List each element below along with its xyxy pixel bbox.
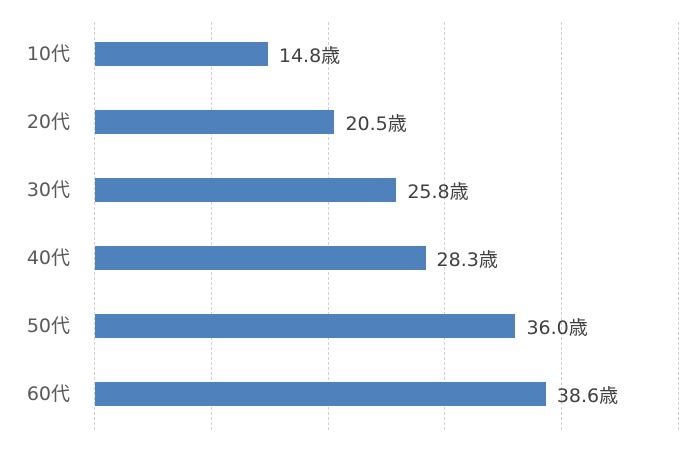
bar [95, 382, 546, 406]
plot-area: 14.8歳 20.5歳 25.8歳 28.3歳 36.0歳 38.6歳 [94, 22, 679, 430]
category-label: 30代 [26, 179, 70, 201]
data-label: 38.6歳 [556, 385, 619, 407]
gridline [678, 22, 679, 430]
category-label: 60代 [26, 383, 70, 405]
category-label: 10代 [26, 43, 70, 65]
gridline [561, 22, 563, 430]
bar [95, 110, 335, 134]
category-label: 40代 [26, 247, 70, 269]
category-label: 50代 [26, 315, 70, 337]
data-label: 36.0歳 [526, 317, 588, 339]
gridline [327, 22, 329, 430]
data-label: 14.8歳 [278, 45, 341, 67]
bar [95, 314, 516, 338]
gridline [210, 22, 212, 430]
gridline [444, 22, 446, 430]
gridline [94, 22, 95, 430]
category-label: 20代 [26, 111, 70, 133]
data-label: 20.5歳 [345, 113, 407, 135]
bar [95, 42, 268, 66]
bar [95, 178, 397, 202]
data-label: 28.3歳 [436, 249, 498, 271]
data-label: 25.8歳 [407, 181, 469, 203]
bar [95, 246, 426, 270]
